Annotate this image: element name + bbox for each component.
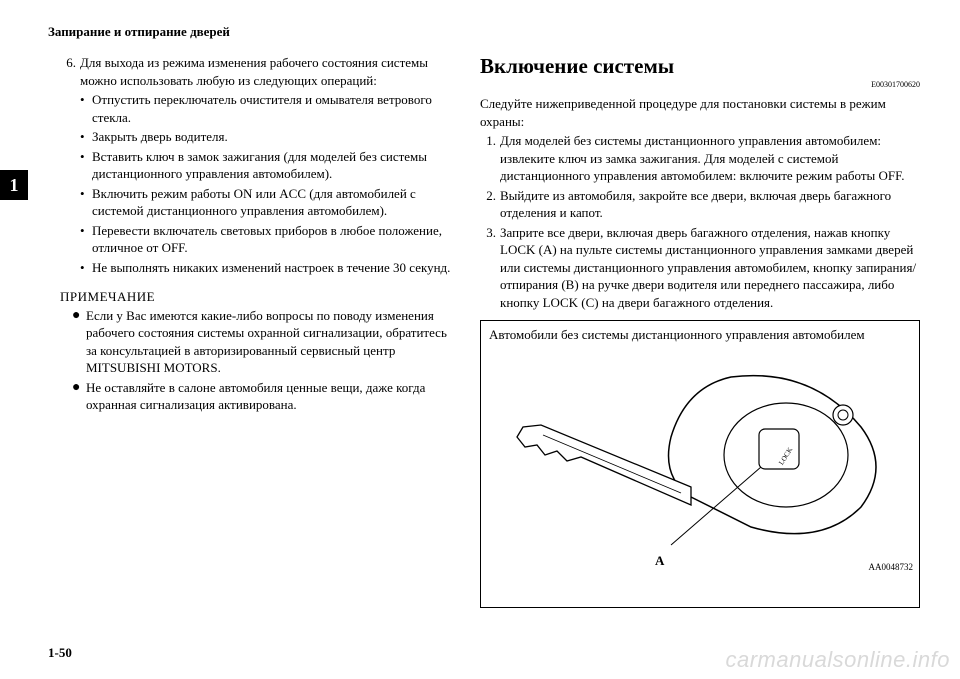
watermark: carmanualsonline.info xyxy=(725,647,950,673)
step-number: 2. xyxy=(480,187,500,222)
step-number: 1. xyxy=(480,132,500,185)
note-heading: ПРИМЕЧАНИЕ xyxy=(60,289,452,305)
sub-bullet: • Отпустить переключатель очистителя и о… xyxy=(60,91,452,126)
page-number: 1-50 xyxy=(48,645,72,661)
section-tab: 1 xyxy=(0,170,28,200)
sub-bullet-text: Вставить ключ в замок зажигания (для мод… xyxy=(92,148,452,183)
sub-bullet-text: Перевести включатель световых приборов в… xyxy=(92,222,452,257)
sub-bullet: • Перевести включатель световых приборов… xyxy=(60,222,452,257)
bullet-dot: • xyxy=(80,259,92,277)
manual-page: Запирание и отпирание дверей 1 6. Для вы… xyxy=(0,0,960,679)
key-illustration-svg: LOCK xyxy=(481,347,919,575)
sub-bullet: • Вставить ключ в замок зажигания (для м… xyxy=(60,148,452,183)
figure-code: AA0048732 xyxy=(869,562,914,572)
sub-bullet-text: Включить режим работы ON или ACC (для ав… xyxy=(92,185,452,220)
step-text: Выйдите из автомобиля, закройте все двер… xyxy=(500,187,920,222)
right-step: 2. Выйдите из автомобиля, закройте все д… xyxy=(480,187,920,222)
step-6-number: 6. xyxy=(60,54,80,89)
bullet-dot: • xyxy=(80,148,92,183)
right-heading: Включение системы xyxy=(480,54,920,79)
figure-caption: Автомобили без системы дистанционного уп… xyxy=(481,321,919,348)
sub-bullet-text: Не выполнять никаких изменений настроек … xyxy=(92,259,452,277)
step-6: 6. Для выхода из режима изменения рабоче… xyxy=(60,54,452,89)
step-number: 3. xyxy=(480,224,500,312)
note-bullet: ● Если у Вас имеются какие-либо вопросы … xyxy=(60,307,452,377)
sub-bullet: • Закрыть дверь водителя. xyxy=(60,128,452,146)
bullet-dot: • xyxy=(80,185,92,220)
note-text: Не оставляйте в салоне автомобиля ценные… xyxy=(86,379,452,414)
two-column-layout: 6. Для выхода из режима изменения рабоче… xyxy=(40,54,920,608)
bullet-dot: • xyxy=(80,222,92,257)
note-bullet: ● Не оставляйте в салоне автомобиля ценн… xyxy=(60,379,452,414)
sub-bullet-text: Закрыть дверь водителя. xyxy=(92,128,452,146)
right-step: 1. Для моделей без системы дистанционног… xyxy=(480,132,920,185)
page-header-title: Запирание и отпирание дверей xyxy=(48,24,920,40)
sub-bullet: • Включить режим работы ON или ACC (для … xyxy=(60,185,452,220)
step-text: Заприте все двери, включая дверь багажно… xyxy=(500,224,920,312)
left-content: 6. Для выхода из режима изменения рабоче… xyxy=(40,54,452,414)
sub-bullet: • Не выполнять никаких изменений настрое… xyxy=(60,259,452,277)
right-step: 3. Заприте все двери, включая дверь бага… xyxy=(480,224,920,312)
right-column: Включение системы E00301700620 Следуйте … xyxy=(480,54,920,608)
note-dot: ● xyxy=(72,307,86,377)
note-dot: ● xyxy=(72,379,86,414)
step-6-text: Для выхода из режима изменения рабочего … xyxy=(80,54,452,89)
left-column: 6. Для выхода из режима изменения рабоче… xyxy=(40,54,452,608)
doc-code: E00301700620 xyxy=(480,80,920,89)
figure-illustration: LOCK A AA004 xyxy=(481,347,919,575)
figure-label-a: A xyxy=(655,553,664,569)
bullet-dot: • xyxy=(80,128,92,146)
section-number: 1 xyxy=(10,175,19,196)
figure-box: Автомобили без системы дистанционного уп… xyxy=(480,320,920,608)
sub-bullet-text: Отпустить переключатель очистителя и омы… xyxy=(92,91,452,126)
intro-paragraph: Следуйте нижеприведенной процедуре для п… xyxy=(480,95,920,130)
step-text: Для моделей без системы дистанционного у… xyxy=(500,132,920,185)
bullet-dot: • xyxy=(80,91,92,126)
note-text: Если у Вас имеются какие-либо вопросы по… xyxy=(86,307,452,377)
